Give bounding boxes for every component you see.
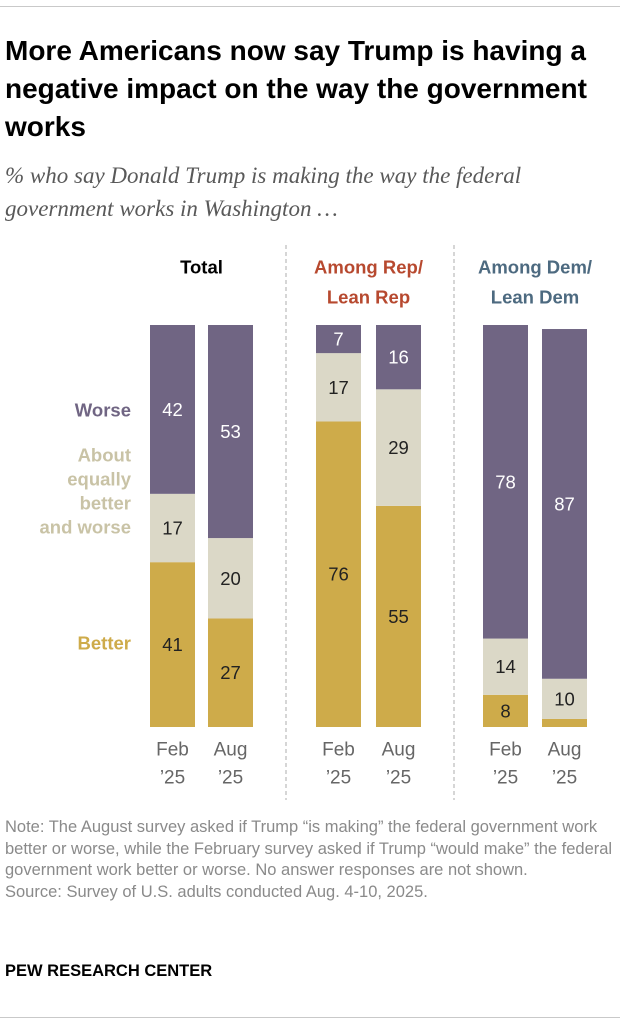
bar-segment-better (542, 718, 587, 727)
value-label-worse: 7 (333, 329, 343, 350)
value-label-worse: 16 (388, 347, 409, 368)
source-text: Source: Survey of U.S. adults conducted … (5, 882, 428, 901)
x-tick-label: ’25 (326, 768, 351, 789)
note-text: Note: The August survey asked if Trump “… (5, 818, 613, 879)
chart-notes: Note: The August survey asked if Trump “… (5, 817, 617, 903)
value-label-worse: 53 (220, 421, 241, 442)
bar-segment-better (483, 694, 528, 727)
legend-label-equal: About (78, 445, 131, 466)
group-header: Total (180, 257, 223, 278)
x-tick-label: Feb (156, 740, 189, 761)
x-tick-label: ’25 (552, 768, 577, 789)
brand-logo: PEW RESEARCH CENTER (5, 962, 213, 980)
bar-segment-worse (542, 329, 587, 679)
chart-title: More Americans now say Trump is having a… (5, 35, 587, 142)
x-tick-label: ’25 (493, 768, 518, 789)
bar-segment-better (376, 505, 421, 727)
bar-segment-worse (316, 325, 361, 354)
bar-segment-better (150, 562, 195, 727)
value-label-equal: 14 (495, 656, 516, 677)
bottom-rule (0, 1017, 620, 1018)
group-header: Lean Rep (327, 287, 410, 308)
bar-segment-equal (376, 389, 421, 506)
stacked-bar-chart: Total 41 17 42 Feb ’25 27 20 53 Aug ’25 Among Rep/L… (40, 245, 592, 800)
bar-segment-worse (376, 325, 421, 390)
bar-segment-better (208, 618, 253, 727)
value-label-better: 41 (162, 634, 183, 655)
bar-segment-equal (316, 353, 361, 422)
value-label-better: 8 (500, 700, 510, 721)
x-tick-label: ’25 (218, 768, 243, 789)
value-label-better: 27 (220, 662, 241, 683)
bar-segment-worse (483, 325, 528, 639)
value-label-worse: 78 (495, 471, 516, 492)
bar-segment-equal (483, 638, 528, 695)
x-tick-label: Feb (322, 740, 355, 761)
value-label-worse: 87 (554, 493, 575, 514)
bar-segment-worse (208, 325, 253, 539)
group-header: Among Dem/ (478, 257, 592, 278)
x-tick-label: Aug (548, 740, 582, 761)
group-header: Lean Dem (491, 287, 579, 308)
value-label-equal: 20 (220, 568, 241, 589)
value-label-equal: 10 (554, 688, 575, 709)
x-tick-label: ’25 (160, 768, 185, 789)
value-label-equal: 29 (388, 437, 409, 458)
bar-segment-better (316, 421, 361, 727)
value-label-better: 76 (328, 564, 349, 585)
top-rule (0, 6, 620, 7)
legend-label-better: Better (78, 633, 131, 654)
legend-label-equal: better (80, 493, 131, 514)
group-header: Among Rep/ (314, 257, 423, 278)
value-label-equal: 17 (328, 377, 349, 398)
legend-label-equal: equally (67, 469, 131, 490)
x-tick-label: Aug (214, 740, 248, 761)
bar-segment-equal (542, 678, 587, 719)
value-label-worse: 42 (162, 399, 183, 420)
legend-label-worse: Worse (75, 400, 131, 421)
bar-segment-equal (150, 493, 195, 563)
bar-segment-worse (150, 325, 195, 494)
value-label-better: 55 (388, 606, 409, 627)
x-tick-label: Feb (489, 740, 522, 761)
chart-subtitle: % who say Donald Trump is making the way… (5, 163, 522, 221)
x-tick-label: Aug (382, 740, 416, 761)
x-tick-label: ’25 (386, 768, 411, 789)
value-label-equal: 17 (162, 518, 183, 539)
bar-segment-equal (208, 538, 253, 619)
legend-label-equal: and worse (40, 517, 132, 538)
